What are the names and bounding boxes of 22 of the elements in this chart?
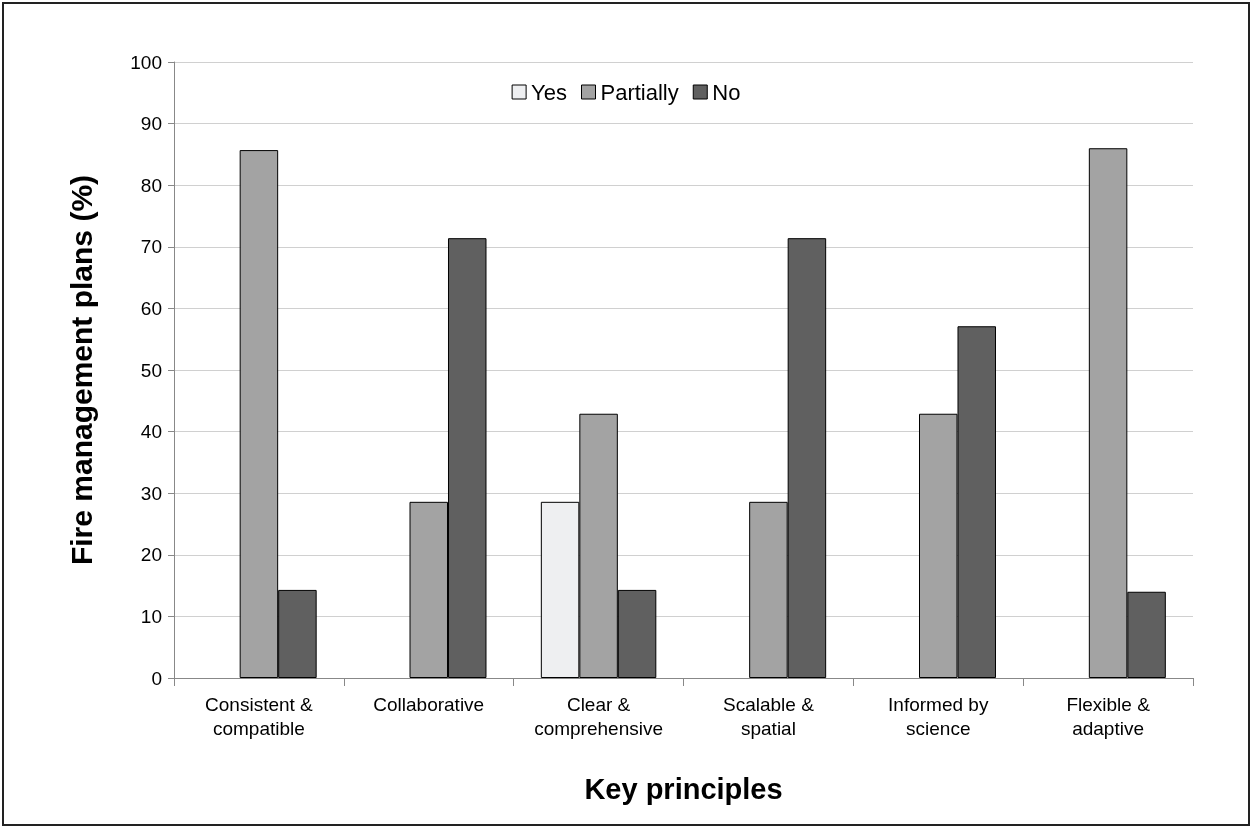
y-tick-label: 40 <box>140 421 162 443</box>
y-tick-label: 60 <box>140 297 162 319</box>
y-axis-title: Fire management plans (%) <box>64 174 98 566</box>
x-tick-label: Informed by science <box>888 693 989 739</box>
y-tick-label: 100 <box>130 51 162 73</box>
x-tick-label: Consistent & compatible <box>205 693 314 739</box>
y-tick-label: 90 <box>140 113 162 135</box>
legend-label: Yes <box>531 79 568 105</box>
y-tick-label: 20 <box>140 544 162 566</box>
x-tick-label: Clear & comprehensive <box>534 693 664 739</box>
y-tick-label: 70 <box>140 236 162 258</box>
legend-label: No <box>712 79 741 105</box>
x-tick-label: Scalable & spatial <box>722 693 815 739</box>
x-axis-title: Key principles <box>584 772 783 805</box>
y-tick-label: 0 <box>151 667 162 689</box>
y-tick-label: 50 <box>140 359 162 381</box>
y-tick-label: 10 <box>140 605 162 627</box>
x-tick-label: Flexible & adaptive <box>1066 693 1151 739</box>
y-tick-label: 80 <box>140 174 162 196</box>
y-tick-label: 30 <box>140 482 162 504</box>
x-tick-label: Collaborative <box>373 693 485 715</box>
legend-label: Partially <box>600 79 679 105</box>
